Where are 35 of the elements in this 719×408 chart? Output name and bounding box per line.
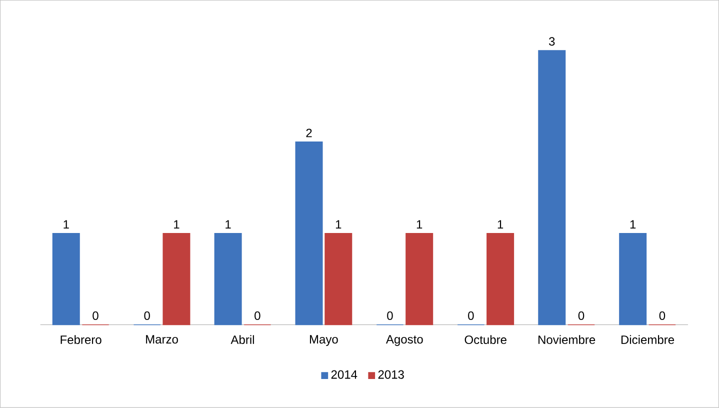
data-label: 2 (306, 128, 312, 138)
data-label: 1 (336, 220, 342, 229)
data-label: 0 (144, 311, 150, 320)
data-label: 1 (416, 220, 422, 229)
x-tick-label: Febrero (60, 335, 102, 344)
x-tick-label: Abril (230, 335, 254, 344)
bar (486, 233, 514, 326)
data-label: 1 (174, 220, 180, 229)
data-label: 0 (254, 311, 260, 320)
bar (324, 233, 352, 326)
data-label: 1 (64, 220, 69, 229)
bar (538, 50, 566, 326)
bar (406, 233, 434, 326)
bar (295, 142, 323, 326)
data-label: 0 (387, 311, 393, 320)
bar (619, 233, 647, 326)
data-label: 1 (226, 220, 231, 229)
x-tick-label: Octubre (464, 335, 506, 344)
bar (214, 233, 242, 326)
legend-label: 2014 (331, 370, 358, 379)
data-label: 3 (549, 37, 555, 46)
legend-label: 2013 (378, 370, 404, 379)
data-label: 0 (578, 311, 584, 320)
x-tick-label: Mayo (310, 335, 338, 346)
bar (52, 233, 80, 326)
x-tick-label: Agosto (386, 335, 423, 346)
x-tick-label: Diciembre (621, 335, 674, 344)
data-label: 1 (630, 220, 636, 229)
bar (162, 233, 190, 326)
x-tick-label: Noviembre (538, 335, 596, 344)
data-label: 0 (659, 311, 666, 320)
data-label: 0 (92, 311, 98, 320)
x-tick-label: Marzo (146, 335, 178, 344)
data-label: 1 (498, 220, 504, 229)
data-label: 0 (468, 311, 474, 320)
